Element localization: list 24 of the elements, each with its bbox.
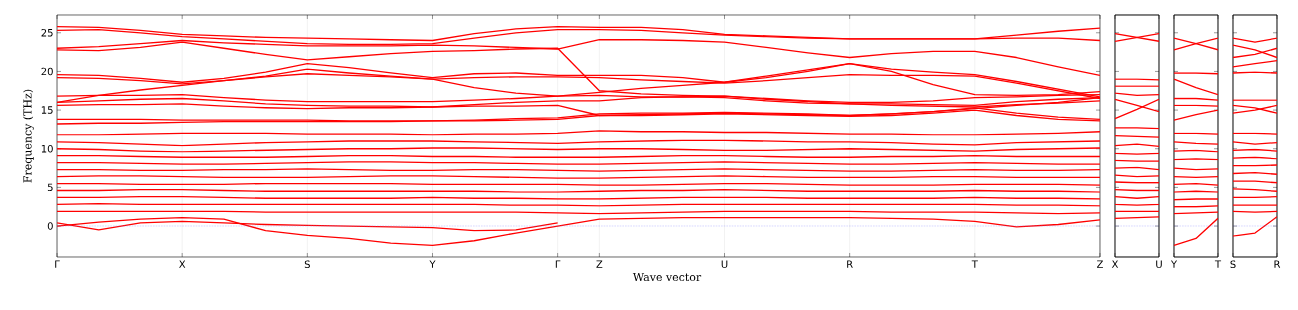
- x-tick-label: Γ: [55, 260, 60, 268]
- x-tick-label: R: [1274, 260, 1281, 268]
- x-tick-label: T: [971, 260, 978, 268]
- y-tick-label: 10: [41, 144, 53, 153]
- y-axis-title: Frequency (THz): [23, 89, 34, 183]
- x-tick-label: X: [1111, 260, 1119, 268]
- x-tick-label: Z: [596, 260, 603, 268]
- y-tick-label: 25: [41, 28, 53, 37]
- x-tick-label: U: [721, 260, 728, 268]
- x-tick-label: Y: [429, 260, 436, 268]
- x-tick-label: S: [1230, 260, 1236, 269]
- x-tick-label: R: [847, 260, 853, 268]
- x-axis-title: Wave vector: [632, 272, 702, 282]
- y-tick-label: 15: [41, 106, 53, 114]
- y-tick-label: 0: [47, 222, 53, 230]
- y-tick-label: 5: [47, 183, 53, 192]
- x-tick-label: Γ: [555, 260, 561, 268]
- x-tick-label: Z: [1097, 260, 1103, 268]
- x-tick-label: S: [304, 260, 310, 269]
- y-tick-label: 20: [41, 67, 53, 76]
- x-tick-label: U: [1156, 260, 1162, 268]
- x-tick-label: Y: [1170, 260, 1178, 268]
- x-tick-label: X: [179, 260, 186, 268]
- x-tick-label: T: [1214, 260, 1222, 268]
